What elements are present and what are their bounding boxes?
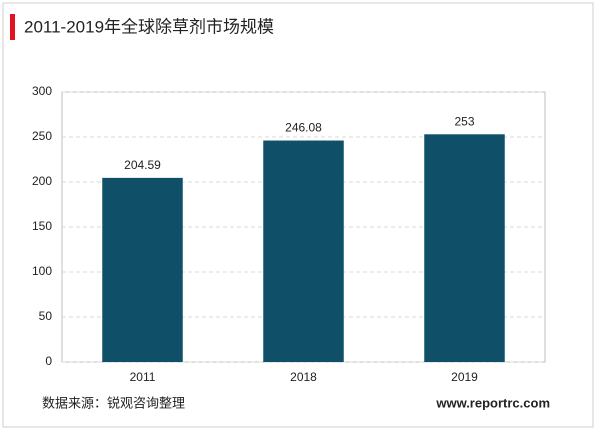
x-tick-label: 2019 [451, 370, 478, 384]
website: www.reportrc.com [435, 395, 550, 410]
source-note: 数据来源：锐观咨询整理 [42, 395, 185, 410]
data-label: 246.08 [285, 121, 322, 135]
title-accent [10, 14, 15, 40]
bar [424, 134, 505, 362]
bar [102, 177, 183, 362]
y-tick-label: 250 [32, 129, 52, 143]
y-tick-label: 150 [32, 219, 52, 233]
bar [263, 140, 344, 362]
y-tick-label: 300 [32, 84, 52, 98]
data-label: 204.59 [124, 158, 161, 172]
data-label: 253 [454, 114, 474, 128]
y-tick-label: 0 [45, 354, 52, 368]
chart-title: 2011-2019年全球除草剂市场规模 [24, 17, 274, 36]
y-tick-label: 50 [39, 309, 53, 323]
y-tick-label: 100 [32, 264, 52, 278]
x-tick-label: 2011 [130, 370, 156, 384]
x-tick-label: 2018 [290, 370, 317, 384]
y-tick-label: 200 [32, 174, 52, 188]
